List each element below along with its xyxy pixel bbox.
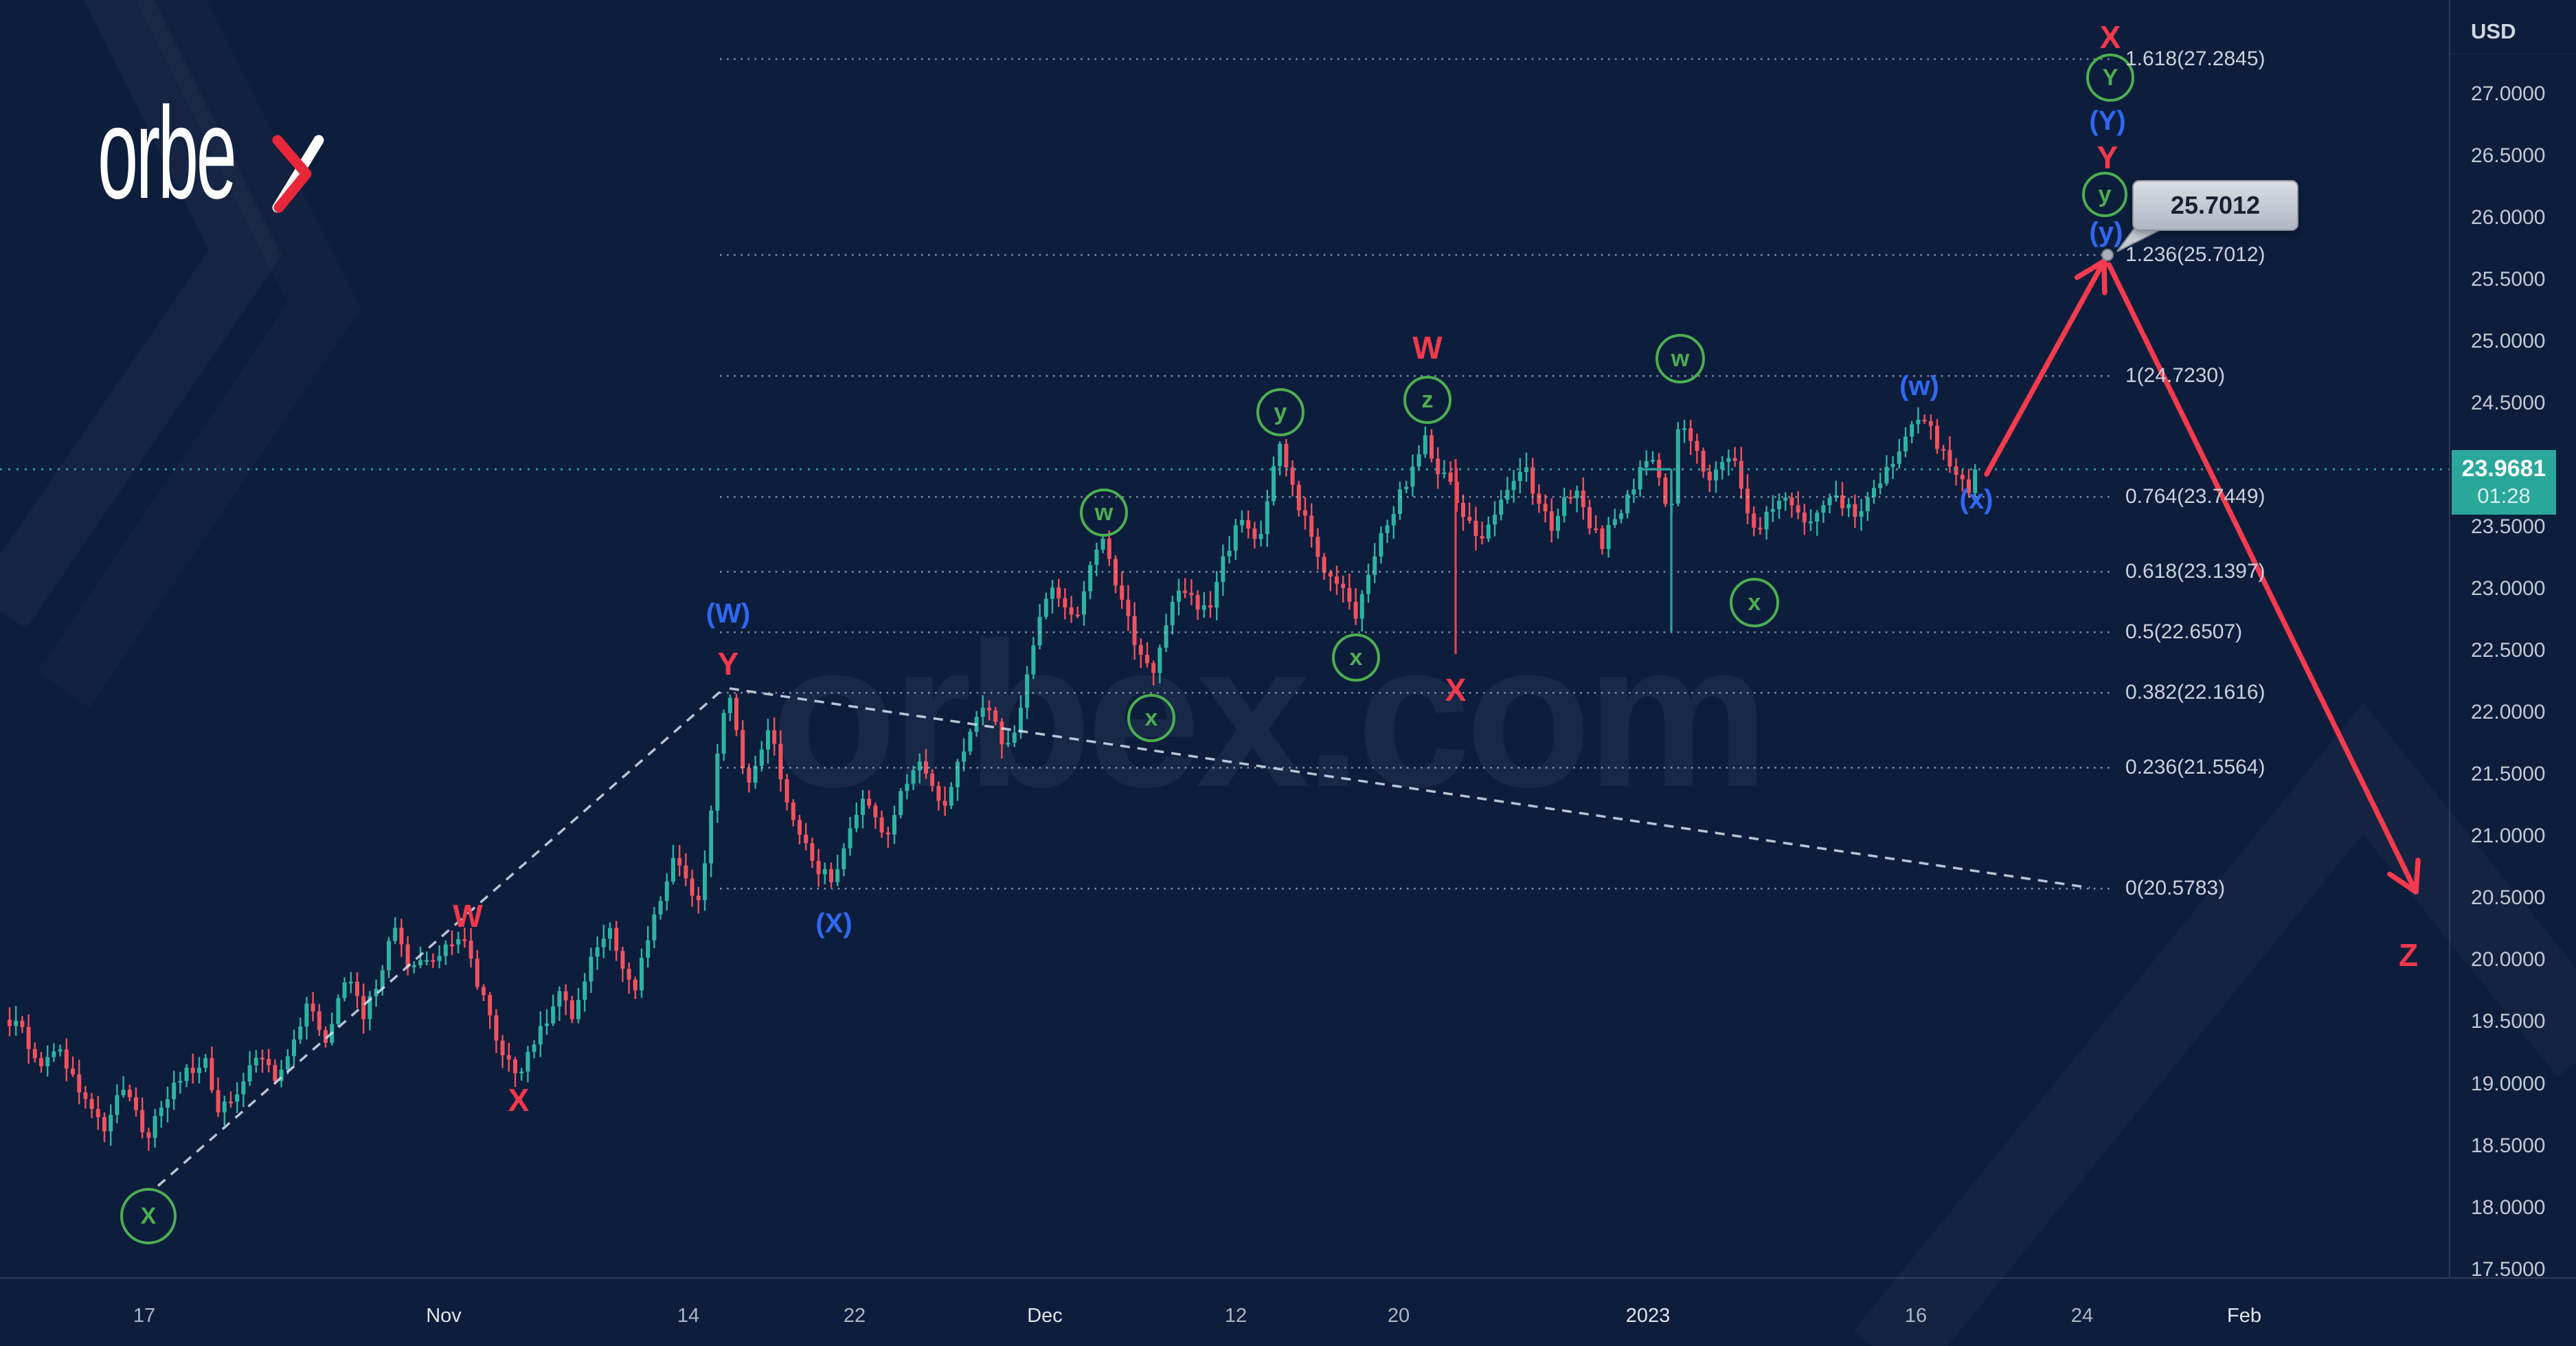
price-tick-label: 18.0000 xyxy=(2471,1196,2546,1219)
time-tick-label: Nov xyxy=(426,1305,462,1327)
wave-label-red[interactable]: X xyxy=(1445,672,1467,708)
price-tick-label: 23.0000 xyxy=(2471,577,2546,601)
time-tick-label: 20 xyxy=(1387,1305,1410,1327)
fib-level-label[interactable]: 0(20.5783) xyxy=(2125,877,2226,900)
fib-level-label[interactable]: 0.236(21.5564) xyxy=(2125,756,2266,779)
price-tick-label: 23.5000 xyxy=(2471,515,2546,539)
wave-label-circled[interactable]: y xyxy=(1256,388,1304,436)
wave-label-circled[interactable]: w xyxy=(1656,334,1705,383)
price-tooltip: 25.7012 xyxy=(2132,180,2298,231)
price-tick-label: 20.0000 xyxy=(2471,948,2546,972)
logo-wordmark: orbe xyxy=(98,80,237,226)
price-tick-label: 27.0000 xyxy=(2471,82,2546,106)
price-axis[interactable]: USD 27.0000 26.5000 26.0000 25.5000 25.0000 2… xyxy=(2449,0,2576,1281)
fib-level-label[interactable]: 0.618(23.1397) xyxy=(2125,560,2266,583)
currency-label: USD xyxy=(2471,19,2516,43)
wave-label-circled[interactable]: y xyxy=(2082,172,2127,217)
time-tick-label: 22 xyxy=(843,1305,866,1327)
bar-countdown: 01:28 xyxy=(2477,484,2531,508)
orbex-logo: orbe xyxy=(98,88,342,218)
wave-label-blue[interactable]: (Y) xyxy=(2089,106,2126,136)
wave-label-blue[interactable]: (W) xyxy=(705,598,751,629)
time-tick-label: Feb xyxy=(2227,1305,2261,1327)
wave-label-circled[interactable]: x xyxy=(1730,578,1779,627)
price-tick-label: 21.0000 xyxy=(2471,825,2546,848)
wave-label-red[interactable]: W xyxy=(1412,330,1443,366)
wave-label-red[interactable]: X xyxy=(2099,19,2121,55)
price-tick-label: 20.5000 xyxy=(2471,886,2546,910)
wave-label-circled[interactable]: Y xyxy=(2086,54,2134,102)
fib-level-label[interactable]: 1.236(25.7012) xyxy=(2125,243,2266,267)
fib-level-label[interactable]: 0.5(22.6507) xyxy=(2125,620,2243,644)
logo-x-icon xyxy=(272,135,324,213)
price-tick-label: 18.5000 xyxy=(2471,1134,2546,1157)
wave-label-blue[interactable]: (X) xyxy=(815,908,852,939)
price-tick-label: 22.5000 xyxy=(2471,639,2546,662)
price-tick-label: 22.0000 xyxy=(2471,701,2546,724)
wave-label-circled[interactable]: w xyxy=(1080,489,1128,537)
wave-label-red[interactable]: Y xyxy=(717,646,739,682)
price-tick-label: 26.0000 xyxy=(2471,206,2546,229)
price-tick-label: 19.5000 xyxy=(2471,1010,2546,1033)
wave-label-red[interactable]: Z xyxy=(2398,937,2419,973)
time-axis[interactable]: 17 Nov 14 22 Dec 12 20 2023 16 24 Feb xyxy=(0,1277,2576,1346)
price-tick-label: 25.0000 xyxy=(2471,330,2546,353)
fib-level-label[interactable]: 1.618(27.2845) xyxy=(2125,47,2266,70)
wave-label-circled[interactable]: z xyxy=(1403,376,1451,424)
wave-label-circled[interactable]: x xyxy=(1332,633,1380,682)
wave-label-red[interactable]: Y xyxy=(2097,139,2119,175)
price-tick-label: 19.0000 xyxy=(2471,1072,2546,1095)
wave-label-circled[interactable]: x xyxy=(1127,694,1175,742)
time-tick-label: 2023 xyxy=(1625,1305,1671,1327)
wave-label-red[interactable]: X xyxy=(508,1082,530,1118)
time-tick-label: 16 xyxy=(1904,1305,1928,1327)
fib-level-label[interactable]: 0.382(22.1616) xyxy=(2125,681,2266,704)
price-tick-label: 26.5000 xyxy=(2471,144,2546,168)
time-tick-label: 14 xyxy=(677,1305,700,1327)
wave-label-blue[interactable]: (y) xyxy=(2089,217,2123,247)
current-price-badge: 23.9681 01:28 xyxy=(2452,450,2556,515)
wave-label-blue[interactable]: (x) xyxy=(1959,484,1993,515)
fib-level-label[interactable]: 1(24.7230) xyxy=(2125,364,2226,388)
current-price: 23.9681 xyxy=(2461,456,2546,482)
time-tick-label: 12 xyxy=(1224,1305,1247,1327)
price-tick-label: 17.5000 xyxy=(2471,1257,2546,1281)
wave-label-blue[interactable]: (w) xyxy=(1899,371,1939,401)
wave-label-red[interactable]: W xyxy=(453,898,483,934)
time-tick-label: 24 xyxy=(2070,1305,2094,1327)
price-tick-label: 24.5000 xyxy=(2471,392,2546,415)
fib-level-label[interactable]: 0.764(23.7449) xyxy=(2125,485,2266,508)
price-tick-label: 21.5000 xyxy=(2471,763,2546,786)
time-tick-label: 17 xyxy=(133,1305,156,1327)
tooltip-price: 25.7012 xyxy=(2170,191,2261,219)
price-tick-label: 25.5000 xyxy=(2471,268,2546,291)
time-tick-label: Dec xyxy=(1027,1305,1063,1327)
wave-label-circled[interactable]: X xyxy=(120,1188,177,1244)
